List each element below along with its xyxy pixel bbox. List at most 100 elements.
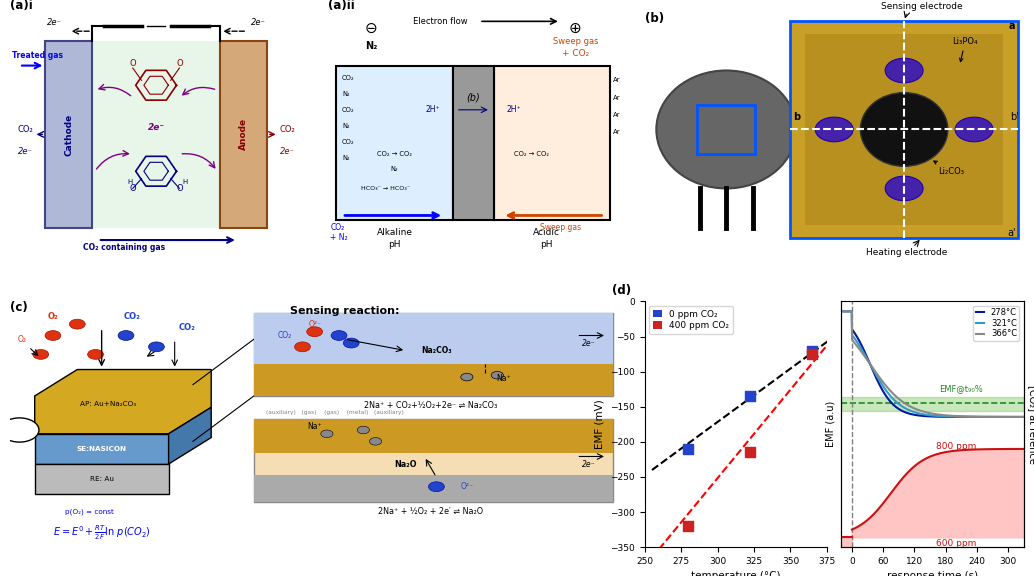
Circle shape [343,338,359,348]
Y-axis label: EMF (a.u): EMF (a.u) [826,401,835,448]
Text: CO₂: CO₂ [342,107,355,113]
366°C [1012,414,1025,420]
Line: 366°C: 366°C [842,311,1024,417]
Circle shape [45,331,61,340]
Text: HCO₃⁻ → HCO₃⁻: HCO₃⁻ → HCO₃⁻ [361,186,410,191]
Text: Sensing reaction:: Sensing reaction: [291,306,400,316]
Text: ⊕: ⊕ [569,21,582,36]
Text: (a)ii: (a)ii [328,0,355,12]
278°C [923,413,936,420]
321°C [979,414,992,420]
Text: CO₂: CO₂ [17,125,33,134]
321°C [1012,414,1025,420]
278°C [845,308,857,314]
Ellipse shape [815,117,853,142]
Text: 2e⁻: 2e⁻ [47,18,61,27]
321°C [1017,414,1030,420]
Circle shape [307,327,323,336]
Text: 2Na⁺ + ½O₂ + 2e′ ⇌ Na₂O: 2Na⁺ + ½O₂ + 2e′ ⇌ Na₂O [377,507,483,516]
Text: N₂: N₂ [342,91,349,97]
Text: Treated gas: Treated gas [11,51,63,60]
Polygon shape [92,41,220,228]
Ellipse shape [955,117,993,142]
Legend: 278°C, 321°C, 366°C: 278°C, 321°C, 366°C [973,306,1020,341]
366°C [923,410,936,416]
Polygon shape [253,364,613,396]
Text: pH: pH [540,240,552,249]
Polygon shape [805,33,1003,225]
Text: AP: Au+Na₂CO₃: AP: Au+Na₂CO₃ [80,400,135,407]
Text: 2e⁻: 2e⁻ [582,339,596,347]
Text: V: V [17,426,22,434]
Text: Alkaline: Alkaline [376,228,413,237]
278°C [1012,414,1025,420]
Polygon shape [253,419,613,502]
Text: 2e⁻: 2e⁻ [250,18,266,27]
Text: (b): (b) [466,93,480,103]
366°C [1012,414,1025,420]
366°C [835,308,848,314]
Text: Na⁺: Na⁺ [496,374,511,384]
Circle shape [0,418,39,442]
Text: N₂: N₂ [365,41,377,51]
Text: H: H [182,179,187,184]
Text: CO₂ → CO₂: CO₂ → CO₂ [514,151,549,157]
Text: N₂: N₂ [342,123,349,129]
Text: 2e⁻: 2e⁻ [280,147,295,156]
Text: Ar: Ar [613,77,620,84]
Text: O²⁻: O²⁻ [308,320,322,329]
366°C [919,408,932,415]
278°C [979,414,992,420]
Circle shape [88,350,103,359]
Line: 278°C: 278°C [842,311,1024,417]
Circle shape [860,93,948,166]
Text: H: H [127,179,132,184]
Text: 800 ppm: 800 ppm [936,442,976,451]
Text: p(O₂) = const: p(O₂) = const [65,508,114,514]
Text: b: b [793,112,800,122]
Circle shape [491,372,504,379]
Polygon shape [35,370,211,434]
Text: Ar: Ar [613,129,620,135]
Text: Acidic: Acidic [533,228,559,237]
321°C [919,411,932,418]
Ellipse shape [885,58,923,83]
321°C [923,412,936,419]
Text: CO₂: CO₂ [342,75,355,81]
Circle shape [358,426,369,434]
Text: CO₂: CO₂ [124,312,141,321]
Text: b': b' [1010,112,1020,122]
Circle shape [118,331,134,340]
Polygon shape [253,313,613,364]
Text: Na₂O: Na₂O [395,460,418,468]
Y-axis label: EMF (mV): EMF (mV) [595,400,605,449]
Text: Cathode: Cathode [64,113,73,156]
366°C [1017,414,1030,420]
Text: 600 ppm: 600 ppm [936,539,976,548]
Circle shape [657,70,796,188]
Circle shape [69,319,85,329]
Text: CO₂: CO₂ [179,324,195,332]
Text: Li₃PO₄: Li₃PO₄ [952,36,978,62]
Point [680,444,697,453]
Point [804,346,821,355]
Text: EMF@t₉₀%: EMF@t₉₀% [939,385,983,393]
Text: (c): (c) [10,301,28,314]
Text: Na⁺: Na⁺ [307,422,322,431]
Polygon shape [169,407,211,464]
Text: O: O [176,184,183,193]
Legend: 0 ppm CO₂, 400 ppm CO₂: 0 ppm CO₂, 400 ppm CO₂ [649,306,733,334]
Line: 321°C: 321°C [842,311,1024,417]
Circle shape [295,342,310,352]
278°C [1017,414,1030,420]
Text: O: O [176,59,183,67]
Text: CO₂ containing gas: CO₂ containing gas [83,243,165,252]
321°C [1012,414,1025,420]
Text: CO₂: CO₂ [331,223,344,232]
Text: a: a [1009,21,1015,31]
Text: (d): (d) [612,285,631,297]
Polygon shape [220,41,267,228]
321°C [835,308,848,314]
Circle shape [331,331,347,340]
Text: Electron flow: Electron flow [413,17,467,26]
